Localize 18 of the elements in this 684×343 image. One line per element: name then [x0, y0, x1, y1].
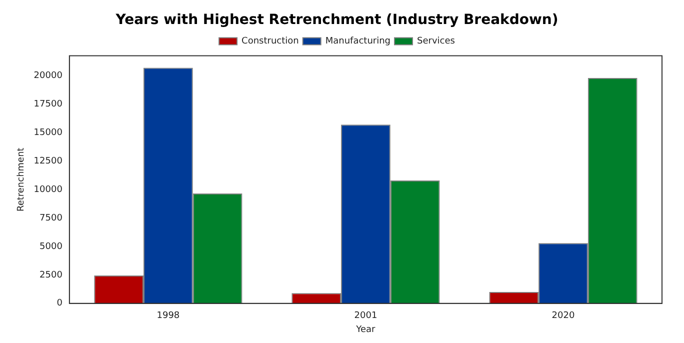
y-tick-label: 17500 [34, 100, 63, 110]
y-tick-label: 10000 [34, 184, 63, 195]
y-tick-label: 12500 [34, 156, 63, 166]
y-tick-label: 20000 [34, 71, 63, 82]
legend-label: Construction [242, 36, 299, 47]
y-tick-label: 2500 [40, 270, 63, 280]
y-tick-label: 7500 [40, 213, 63, 224]
x-tick-label: 2020 [552, 311, 575, 322]
y-tick-label: 0 [56, 298, 63, 309]
chart-title: Years with Highest Retrenchment (Industry Breakdown) [114, 12, 558, 28]
x-tick-label: 1998 [156, 311, 180, 322]
x-axis-title: Year [355, 324, 376, 335]
x-tick-label: 2001 [354, 311, 378, 322]
y-axis-title: Retrenchment [16, 147, 27, 212]
y-tick-label: 15000 [34, 128, 63, 138]
y-tick-label: 5000 [40, 242, 63, 252]
legend-label: Manufacturing [325, 36, 391, 47]
legend-label: Services [417, 36, 456, 47]
